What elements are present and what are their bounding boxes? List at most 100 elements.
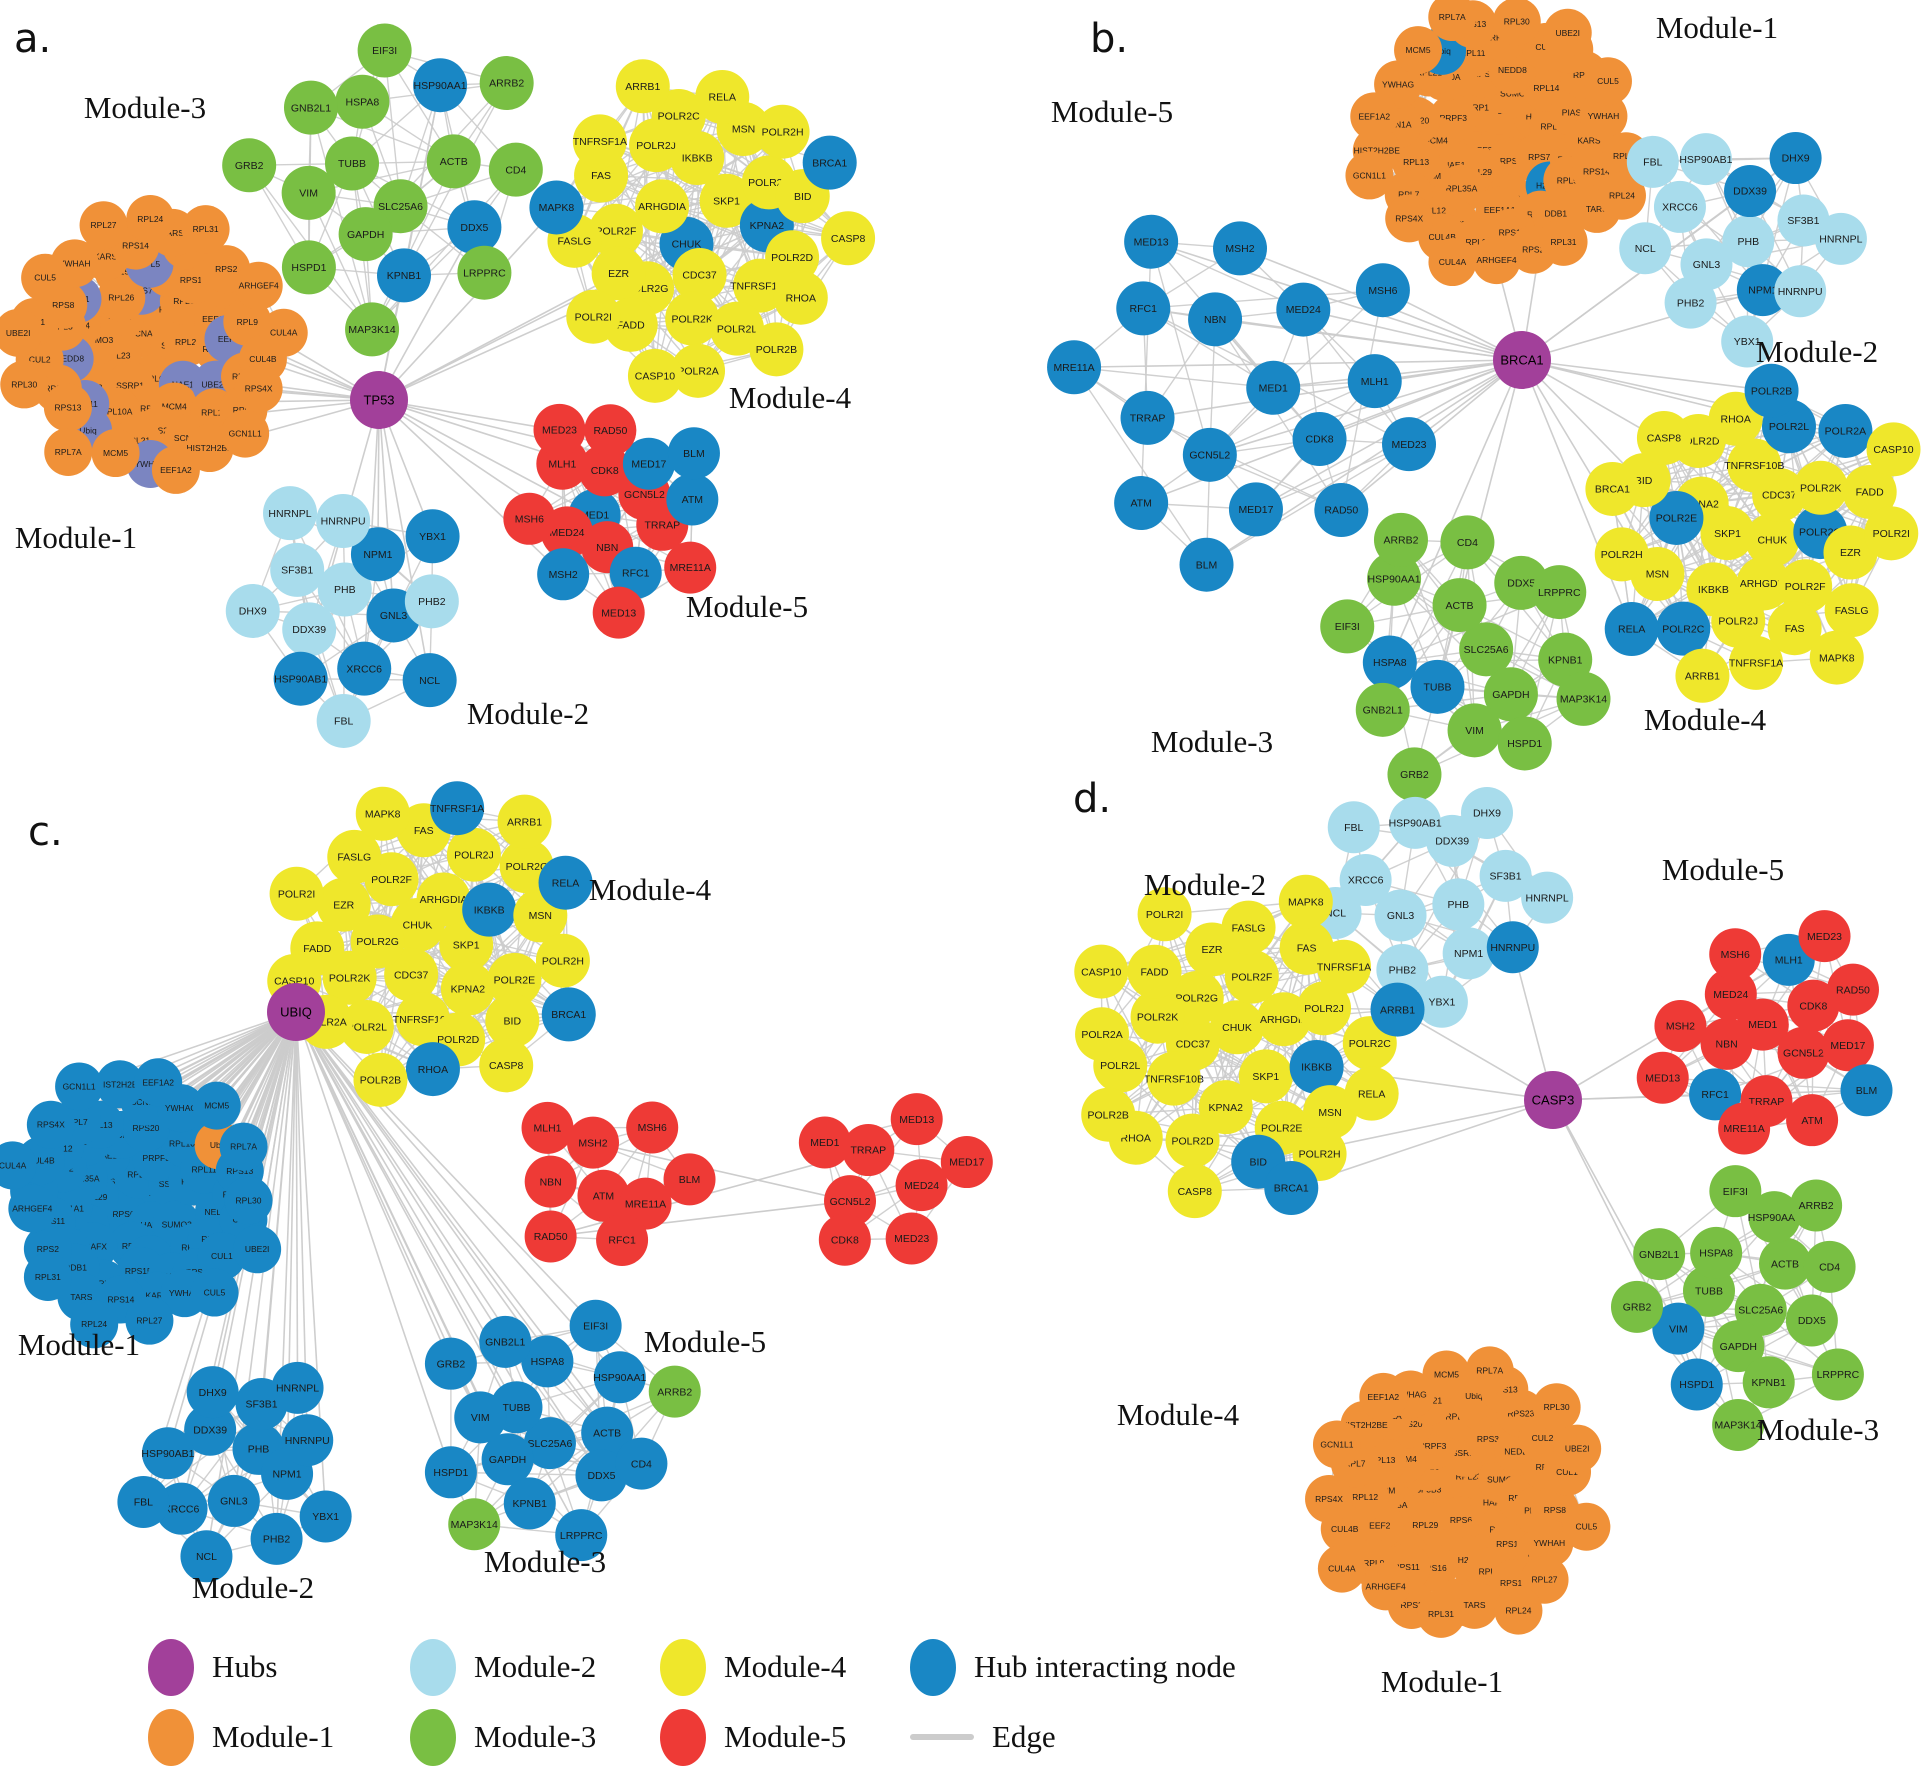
node-label: MLH1 — [1775, 954, 1803, 966]
node-label: POLR2I — [1873, 528, 1910, 540]
node-label: EZR — [608, 268, 629, 280]
node-KPNB1: KPNB1 — [503, 1477, 556, 1530]
node-label: VIM — [471, 1412, 490, 1424]
hub-label: TP53 — [363, 393, 394, 408]
node-label: HSPD1 — [1507, 738, 1542, 750]
node-label: EEF1A2 — [142, 1077, 174, 1087]
node-label: RPL26 — [1541, 122, 1567, 132]
node-label: MAP3K14 — [451, 1519, 498, 1531]
node-ARHGEF4: ARHGEF4 — [8, 1184, 57, 1233]
node-label: CUL4A — [1328, 1564, 1356, 1574]
labels: Module-1 Module-2 Module-5 Module-4 Module-3… — [1051, 10, 1878, 759]
node-label: ARHGEF4 — [12, 1203, 52, 1213]
node-EEF1A2: EEF1A2 — [1359, 1372, 1408, 1421]
node-label: RPS14 — [122, 241, 149, 251]
node-label: EZR — [333, 899, 354, 911]
module-b-m3: SLC25A6 TUBB ACTB GAPDH HSPA8 DDX5 VIM HSP90AA1… — [1320, 512, 1611, 802]
node-CD4: CD4 — [1803, 1240, 1856, 1293]
node-label: GNB2L1 — [1363, 705, 1403, 717]
node-label: EEF2 — [218, 334, 240, 344]
node-CHUK: CHUK — [1745, 512, 1800, 567]
node-SLC25A6: SLC25A6 — [523, 1417, 576, 1470]
node-KPNA2: KPNA2 — [440, 961, 495, 1016]
node-label: SLC25A6 — [1738, 1305, 1783, 1317]
module-c-m1: PCNASF3B3RPL23RPS6RPL6HARSRPL29SSRP1RPS7… — [0, 1058, 282, 1349]
node-CUL5: CUL5 — [1583, 57, 1632, 106]
node-MSN: MSN — [1303, 1085, 1358, 1140]
node-HSPD1: HSPD1 — [281, 240, 336, 295]
node-label: POLR2I — [278, 888, 315, 900]
node-label: CUL5 — [1576, 1522, 1598, 1532]
node-VIM: VIM — [454, 1391, 507, 1444]
node-MED13: MED13 — [1124, 214, 1179, 269]
node-label: EEF2 — [1369, 1520, 1391, 1530]
node-label: TUBB — [502, 1402, 530, 1414]
node-label: TUBB — [338, 158, 366, 170]
node-label: XRCC6 — [164, 1503, 200, 1515]
node-label: YBX1 — [1734, 336, 1761, 348]
node-label: POLR2H — [1299, 1149, 1341, 1161]
node-label: TARS — [1463, 1600, 1485, 1610]
node-label: SSRP1 — [1461, 102, 1489, 112]
node-label: SUMO3 — [162, 1219, 193, 1229]
node-BRCA1: BRCA1 — [541, 987, 596, 1042]
node-label: RPL5 — [1557, 175, 1579, 185]
node-RELA: RELA — [538, 855, 593, 910]
node-KPNB1: KPNB1 — [376, 248, 431, 303]
node-label: RPS20 — [146, 425, 173, 435]
labels: Module-3 Module-4 Module-1 Module-2 Module-5… — [14, 16, 852, 731]
node-label: RPL27 — [136, 1316, 162, 1326]
node-label: DDX5 — [1507, 578, 1535, 590]
node-DDX5: DDX5 — [447, 200, 502, 255]
node-label: DHX9 — [199, 1387, 227, 1399]
node-label: POLR2J — [1304, 1003, 1344, 1015]
node-IKBKB: IKBKB — [1289, 1039, 1344, 1094]
node-label: YWHAH — [1534, 1538, 1566, 1548]
node-label: ATM — [593, 1190, 614, 1202]
node-label: TUBB — [1423, 682, 1451, 694]
node-HSPA8: HSPA8 — [335, 74, 390, 129]
node-RPL31: RPL31 — [181, 205, 230, 254]
node-label: RPL7A — [230, 1142, 257, 1152]
node-POLR2A: POLR2A — [1818, 403, 1873, 458]
module-b-m1: PCNASF3B3RPL23RPS6RPL6HARSRPL29SSRP1RPS7… — [1345, 0, 1650, 287]
node-LRPPRC: LRPPRC — [1811, 1348, 1864, 1401]
node-EEF1A2: EEF1A2 — [151, 445, 200, 494]
module-label-b-m5: Module-5 — [1051, 94, 1173, 129]
node-HNRNPU: HNRNPU — [316, 494, 371, 549]
node-label: RELA — [1618, 624, 1645, 636]
node-label: LRPPRC — [560, 1530, 603, 1542]
node-label: RPL30 — [11, 379, 37, 389]
node-HSP90AB1: HSP90AB1 — [1389, 796, 1442, 849]
node-label: XRCC6 — [1348, 875, 1384, 887]
node-label: NAE1 — [95, 1151, 117, 1161]
node-label: POLR2C — [1662, 623, 1704, 635]
node-label: HARS — [140, 1220, 164, 1230]
node-RHOA: RHOA — [773, 270, 828, 325]
node-MSH6: MSH6 — [1355, 263, 1410, 318]
node-label: RPS16 — [180, 275, 207, 285]
node-IKBKB: IKBKB — [670, 131, 725, 186]
node-label: NPM1 — [272, 1469, 301, 1481]
node-label: PRPF3 — [1419, 1441, 1447, 1451]
node-label: BLM — [1856, 1085, 1878, 1097]
node-label: Ubiq — [1465, 1391, 1483, 1401]
node-RHOA: RHOA — [405, 1042, 460, 1097]
node-label: FAS — [591, 170, 611, 182]
panel-letter: c. — [28, 809, 63, 855]
node-MED24: MED24 — [1704, 968, 1757, 1021]
module-label-b-m1: Module-1 — [1656, 10, 1778, 45]
node-EIF3I: EIF3I — [569, 1299, 622, 1352]
node-label: HIST2H2BE — [1354, 146, 1401, 156]
node-label: POLR2K — [329, 972, 370, 984]
node-label: RPL7A — [1476, 1365, 1503, 1375]
node-label: POLR2D — [1172, 1135, 1214, 1147]
node-POLR2B: POLR2B — [1744, 363, 1799, 418]
nodes: CHUK SKP1 CDC37 ARHGDIA KPNA2 POLR2G IKBKB TNFR… — [0, 781, 993, 1583]
node-NPM1: NPM1 — [1442, 927, 1495, 980]
node-label: HIST2H2BE — [97, 1079, 144, 1089]
node-label: DHX9 — [1782, 153, 1810, 165]
node-label: HSPA8 — [1699, 1248, 1733, 1260]
node-MSH2: MSH2 — [537, 548, 590, 601]
